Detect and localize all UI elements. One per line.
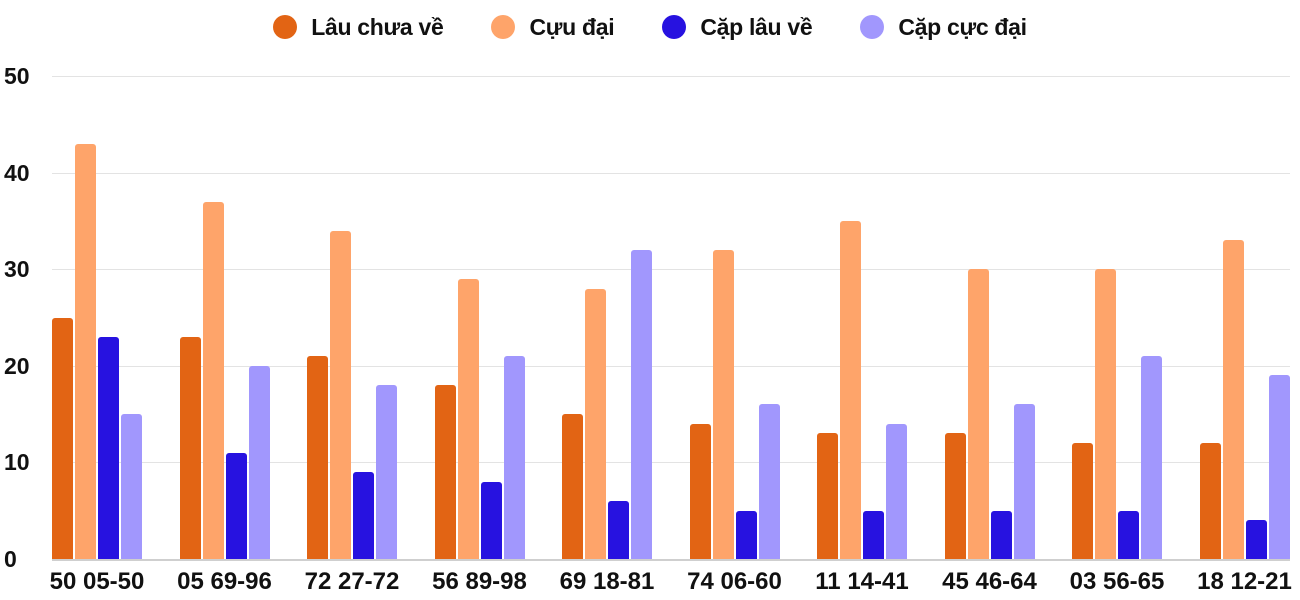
bar[interactable]	[1245, 520, 1267, 559]
bar[interactable]	[1013, 404, 1035, 559]
bar[interactable]	[1118, 510, 1139, 559]
bar[interactable]	[967, 269, 989, 559]
bar[interactable]	[457, 278, 479, 559]
y-tick-label: 30	[4, 256, 30, 283]
bar[interactable]	[758, 404, 780, 559]
legend-item[interactable]: Lâu chưa về	[273, 10, 444, 44]
legend-label: Cặp cực đại	[898, 13, 1027, 40]
bar[interactable]	[202, 201, 224, 559]
y-tick-label: 50	[4, 63, 30, 89]
legend-swatch-icon	[491, 15, 516, 39]
x-tick-label: 50 05-50	[49, 568, 145, 595]
gridline	[52, 365, 1290, 367]
gridline	[52, 172, 1290, 174]
x-tick-label: 18 12-21	[1197, 568, 1292, 595]
bar[interactable]	[1199, 443, 1221, 559]
x-tick-label: 11 14-41	[815, 568, 909, 595]
bar[interactable]	[562, 414, 583, 559]
bar[interactable]	[503, 356, 525, 559]
bar[interactable]	[353, 472, 374, 559]
bar[interactable]	[1095, 269, 1116, 559]
bar[interactable]	[886, 423, 907, 559]
bar[interactable]	[1222, 240, 1244, 559]
bar[interactable]	[990, 510, 1012, 559]
gridline	[52, 76, 1290, 77]
bar[interactable]	[179, 336, 201, 559]
bar[interactable]	[1072, 443, 1093, 559]
bar[interactable]	[121, 414, 142, 559]
x-tick-label: 45 46-64	[942, 568, 1037, 595]
legend-swatch-icon	[860, 15, 885, 39]
y-tick-label: 0	[4, 546, 17, 572]
y-tick-label: 40	[4, 159, 30, 186]
legend-item[interactable]: Cặp cực đại	[860, 10, 1027, 44]
bar[interactable]	[98, 336, 119, 559]
bar[interactable]	[840, 220, 861, 559]
legend-label: Cặp lâu về	[700, 13, 813, 40]
x-tick-label: 56 89-98	[432, 568, 527, 595]
bar[interactable]	[225, 452, 247, 559]
x-tick-label: 03 56-65	[1069, 568, 1165, 595]
x-tick-label: 69 18-81	[559, 568, 655, 595]
bar[interactable]	[689, 423, 711, 559]
bar[interactable]	[585, 288, 606, 559]
bar[interactable]	[1141, 356, 1162, 559]
legend-label: Cựu đại	[529, 13, 615, 40]
bar[interactable]	[248, 365, 270, 559]
gridline	[52, 462, 1290, 464]
legend-label: Lâu chưa về	[311, 13, 444, 40]
x-tick-label: 05 69-96	[177, 568, 272, 595]
bar[interactable]	[75, 143, 96, 559]
bar[interactable]	[863, 510, 884, 559]
bar[interactable]	[608, 501, 629, 559]
x-tick-label: 74 06-60	[687, 568, 782, 595]
bar[interactable]	[434, 385, 456, 559]
bar[interactable]	[712, 249, 734, 559]
bar[interactable]	[480, 481, 502, 559]
y-tick-label: 10	[4, 449, 30, 476]
legend-item[interactable]: Cặp lâu về	[662, 10, 813, 44]
bar[interactable]	[817, 433, 838, 559]
bar[interactable]	[631, 249, 652, 559]
legend-swatch-icon	[662, 15, 687, 39]
x-tick-label: 72 27-72	[304, 568, 400, 595]
legend-item[interactable]: Cựu đại	[491, 10, 615, 44]
gridline	[52, 269, 1290, 271]
bar[interactable]	[52, 317, 73, 559]
x-axis-line	[52, 559, 1290, 561]
bar[interactable]	[307, 356, 328, 559]
bar[interactable]	[735, 510, 757, 559]
bar[interactable]	[330, 230, 351, 559]
legend-swatch-icon	[273, 15, 298, 39]
bar[interactable]	[944, 433, 966, 559]
legend: Lâu chưa về Cựu đại Cặp lâu về Cặp cực đại	[0, 10, 1300, 44]
bar[interactable]	[376, 385, 397, 559]
y-tick-label: 20	[4, 352, 30, 379]
bar[interactable]	[1268, 375, 1290, 559]
